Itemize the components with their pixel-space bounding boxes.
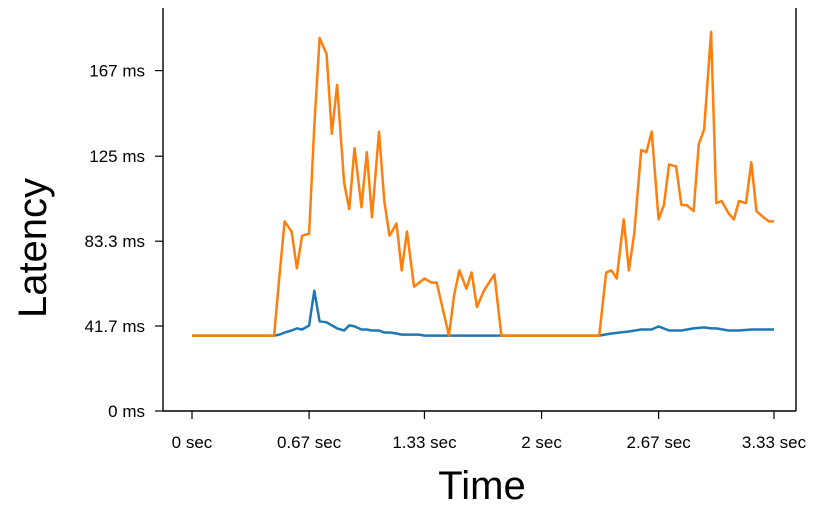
y-tick-label: 0 ms [108,402,145,421]
y-ticks: 0 ms 41.7 ms 83.3 ms 125 ms 167 ms [85,62,163,421]
series-line-2 [192,30,774,337]
y-tick-label: 167 ms [89,62,145,81]
x-tick-label: 1.33 sec [392,433,457,452]
plot-marks [192,30,774,337]
series-line-1 [192,289,774,337]
y-tick-label: 41.7 ms [85,317,145,336]
y-tick-label: 83.3 ms [85,232,145,251]
x-tick-label: 0 sec [172,433,213,452]
x-tick-label: 2.67 sec [627,433,692,452]
x-tick-label: 0.67 sec [277,433,342,452]
y-tick-label: 125 ms [89,147,145,166]
x-tick-label: 2 sec [521,433,562,452]
x-ticks: 0 sec 0.67 sec 1.33 sec 2 sec 2.67 sec 3.33 s… [172,411,807,452]
y-axis-title: Latency [11,178,55,318]
x-axis-title: Time [438,464,525,507]
x-tick-label: 3.33 sec [742,433,807,452]
